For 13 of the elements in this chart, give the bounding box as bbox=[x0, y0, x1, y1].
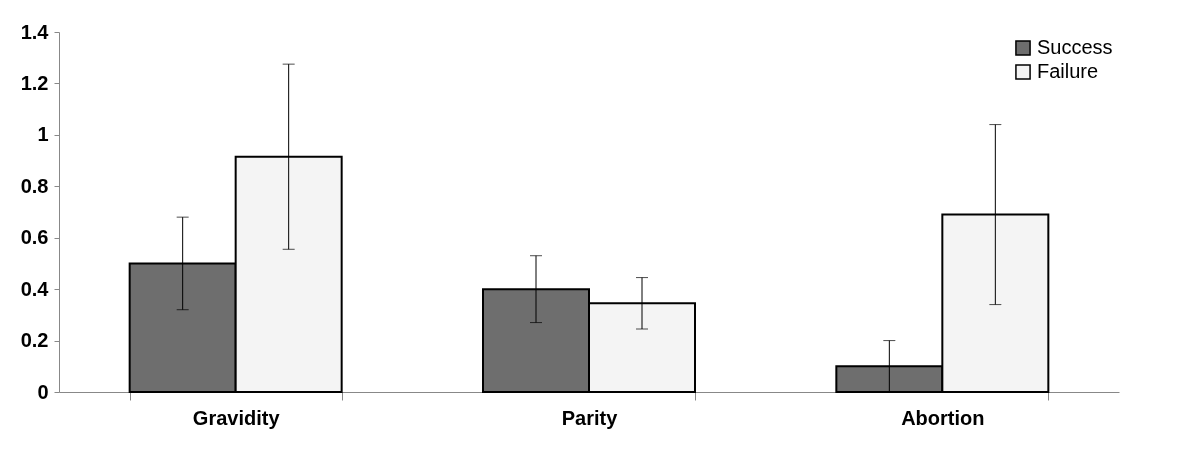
legend-label: Success bbox=[1037, 36, 1113, 58]
y-tick-label: 0 bbox=[37, 380, 49, 403]
x-tick-label: Parity bbox=[561, 406, 619, 429]
y-tick-label: 0.4 bbox=[20, 277, 50, 300]
y-tick-label: 1.4 bbox=[20, 20, 50, 43]
y-tick-label: 1 bbox=[37, 123, 49, 146]
y-tick-label: 1.2 bbox=[20, 71, 49, 94]
x-tick-label: Abortion bbox=[901, 406, 985, 429]
y-tick-label: 0.8 bbox=[20, 174, 49, 197]
y-tick-label: 0.6 bbox=[20, 226, 49, 249]
y-tick-label: 0.2 bbox=[20, 329, 49, 352]
legend-label: Failure bbox=[1037, 60, 1099, 82]
x-tick-label: Gravidity bbox=[192, 406, 281, 429]
